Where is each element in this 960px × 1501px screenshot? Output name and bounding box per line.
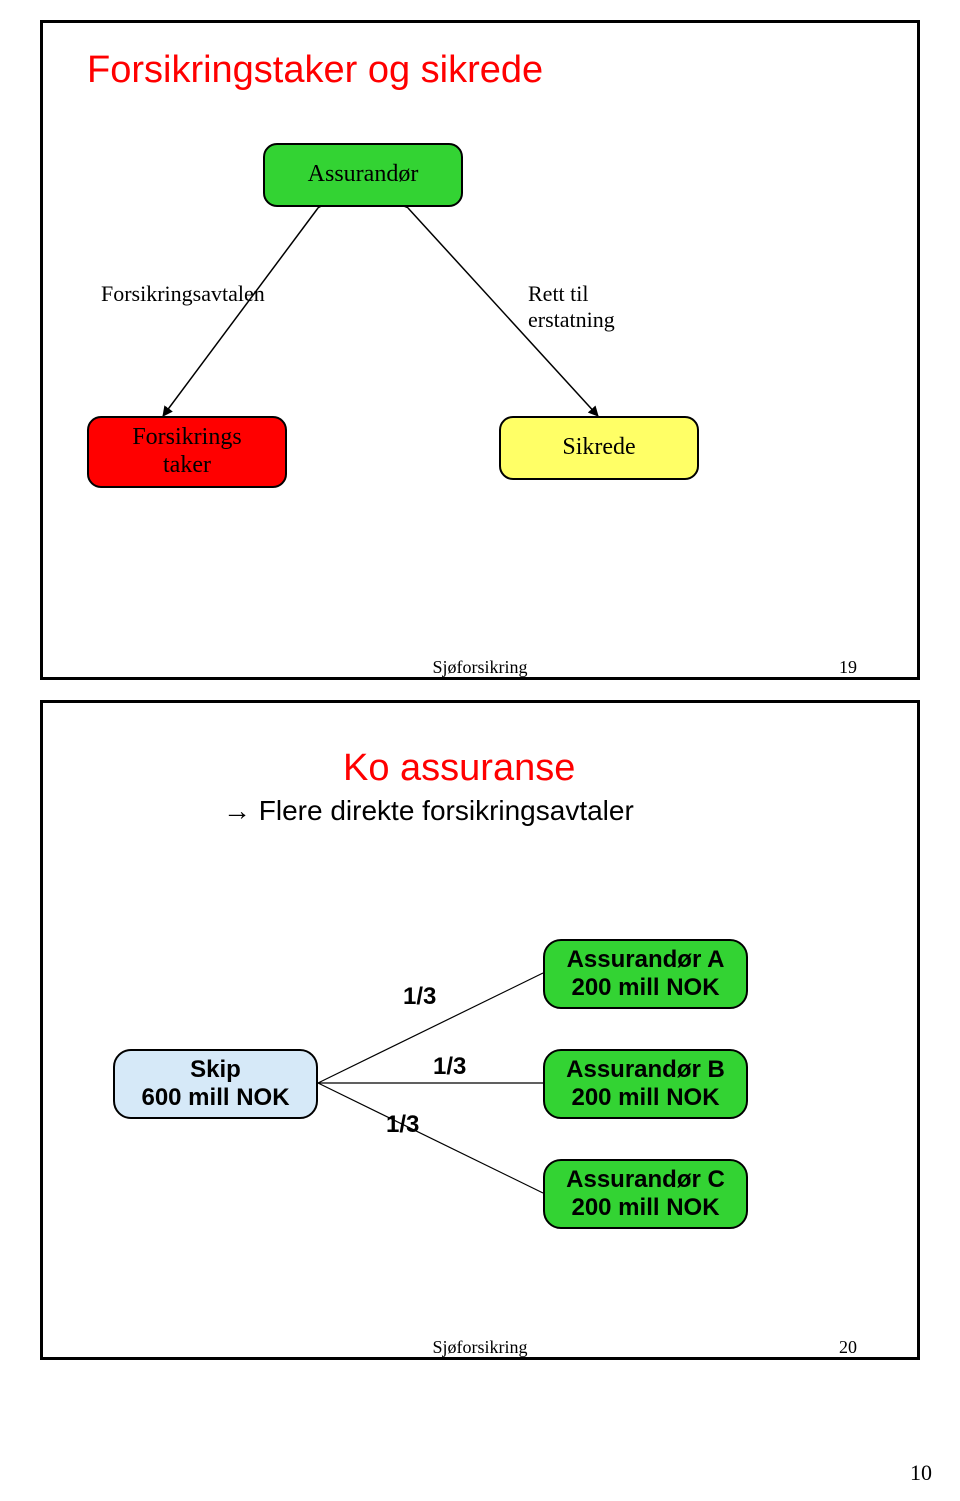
slide1-footer-label: Sjøforsikring xyxy=(432,657,527,678)
node-skip-line1: Skip xyxy=(190,1056,241,1084)
node-assur-b-line1: Assurandør B xyxy=(566,1056,725,1084)
node-assurandor: Assurandør xyxy=(263,143,463,207)
node-forsikringstaker: Forsikrings taker xyxy=(87,416,287,488)
edge-label-right-line2: erstatning xyxy=(528,307,615,333)
slide2-footer-label: Sjøforsikring xyxy=(432,1337,527,1358)
node-sikrede: Sikrede xyxy=(499,416,699,480)
node-assur-c: Assurandør C 200 mill NOK xyxy=(543,1159,748,1229)
node-assur-b-line2: 200 mill NOK xyxy=(571,1084,719,1112)
page: Forsikringstaker og sikrede Assurandør F… xyxy=(0,20,960,1360)
edge-label-left: Forsikringsavtalen xyxy=(101,281,265,307)
node-assur-a-line2: 200 mill NOK xyxy=(571,974,719,1002)
fraction-c: 1/3 xyxy=(386,1111,419,1139)
node-assur-a: Assurandør A 200 mill NOK xyxy=(543,939,748,1009)
slide2-footer-page: 20 xyxy=(839,1337,857,1358)
node-assur-c-line1: Assurandør C xyxy=(566,1166,725,1194)
node-forsikringstaker-line1: Forsikrings xyxy=(132,424,241,452)
node-assur-c-line2: 200 mill NOK xyxy=(571,1194,719,1222)
edge-label-right-line1: Rett til xyxy=(528,281,589,307)
slide2-title: Ko assuranse xyxy=(343,747,575,790)
slide-1: Forsikringstaker og sikrede Assurandør F… xyxy=(40,20,920,680)
node-skip: Skip 600 mill NOK xyxy=(113,1049,318,1119)
node-sikrede-label: Sikrede xyxy=(562,434,635,462)
page-number: 10 xyxy=(910,1460,932,1486)
slide1-title: Forsikringstaker og sikrede xyxy=(87,49,543,92)
fraction-a: 1/3 xyxy=(403,983,436,1011)
slide-2: Ko assuranse → Flere direkte forsikrings… xyxy=(40,700,920,1360)
node-assurandor-label: Assurandør xyxy=(308,161,419,189)
node-forsikringstaker-line2: taker xyxy=(163,452,211,480)
node-skip-line2: 600 mill NOK xyxy=(141,1084,289,1112)
slide1-footer-page: 19 xyxy=(839,657,857,678)
slide1-lines xyxy=(43,23,923,683)
fraction-b: 1/3 xyxy=(433,1053,466,1081)
slide2-subtitle: → Flere direkte forsikringsavtaler xyxy=(223,795,634,827)
node-assur-b: Assurandør B 200 mill NOK xyxy=(543,1049,748,1119)
node-assur-a-line1: Assurandør A xyxy=(567,946,725,974)
